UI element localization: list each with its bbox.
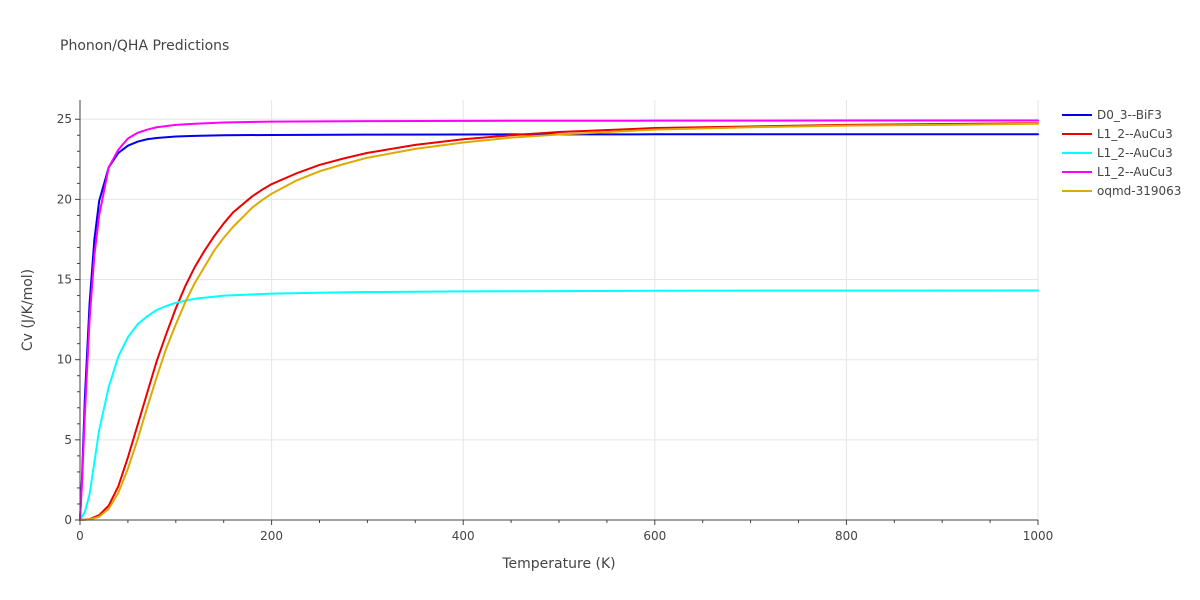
- x-tick-label: 600: [643, 529, 666, 543]
- y-tick-label: 25: [57, 112, 72, 126]
- y-tick-label: 0: [64, 513, 72, 527]
- x-axis-title: Temperature (K): [501, 556, 615, 572]
- y-tick-label: 5: [64, 433, 72, 447]
- legend-label-1: L1_2--AuCu3: [1097, 127, 1173, 141]
- legend-label-2: L1_2--AuCu3: [1097, 146, 1173, 160]
- y-tick-label: 20: [57, 192, 72, 206]
- legend-label-4: oqmd-319063: [1097, 184, 1181, 198]
- series-line-3: [79, 119, 1039, 521]
- legend: D0_3--BiF3 L1_2--AuCu3 L1_2--AuCu3 L1_2--Au…: [1062, 108, 1181, 198]
- y-tick-label: 15: [57, 273, 72, 287]
- y-tick-label: 10: [57, 353, 72, 367]
- series-line-1: [79, 122, 1039, 521]
- x-tick-label: 0: [76, 529, 84, 543]
- legend-label-0: D0_3--BiF3: [1097, 108, 1162, 122]
- plot-area: [79, 119, 1039, 521]
- series-line-4: [79, 122, 1039, 521]
- legend-label-3: L1_2--AuCu3: [1097, 165, 1173, 179]
- axes: 0 200 400 600 800 1000 0 5 10 15 20 25: [57, 100, 1054, 543]
- grid: [80, 100, 1039, 520]
- x-tick-label: 200: [260, 529, 283, 543]
- y-axis-title: Cv (J/K/mol): [20, 269, 36, 351]
- x-tick-label: 400: [452, 529, 475, 543]
- x-tick-label: 1000: [1023, 529, 1054, 543]
- x-tick-label: 800: [835, 529, 858, 543]
- chart-title: Phonon/QHA Predictions: [60, 38, 229, 54]
- series-line-0: [79, 133, 1039, 521]
- series-line-2: [79, 289, 1039, 521]
